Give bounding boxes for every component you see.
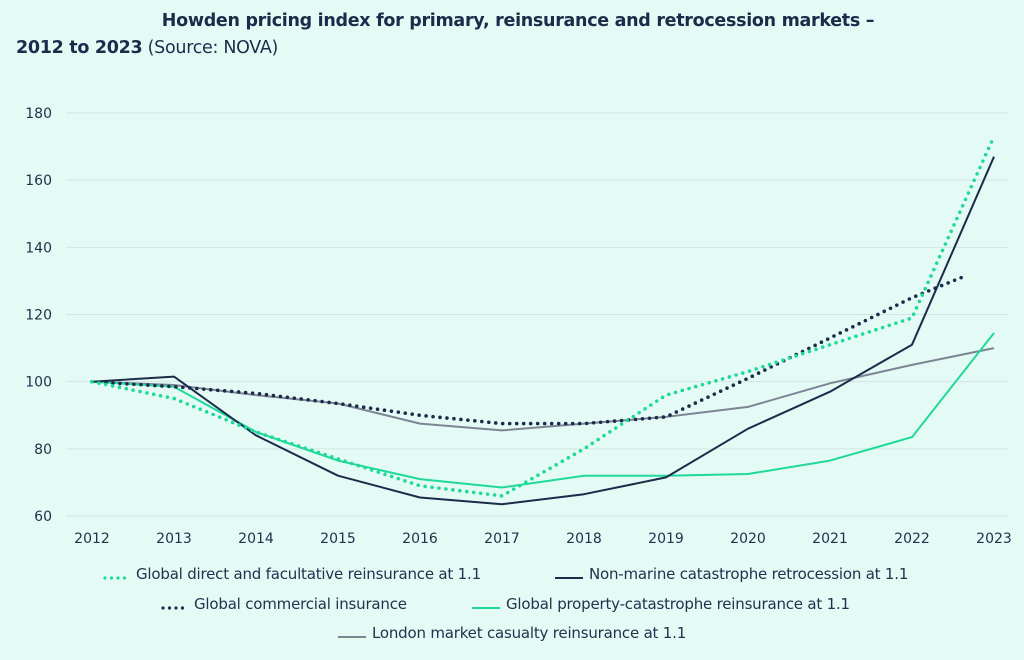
chart-title: Howden pricing index for primary, reinsu… (0, 8, 1024, 62)
legend-swatch-solid-green (472, 599, 500, 609)
legend-swatch-solid-gray (338, 628, 366, 638)
y-tick-label: 120 (25, 308, 52, 324)
legend-label: Global property-catastrophe reinsurance … (506, 595, 850, 613)
legend-item-global-property-cat: Global property-catastrophe reinsurance … (472, 595, 850, 613)
chart-title-line2: 2012 to 2023 (Source: NOVA) (0, 35, 1024, 62)
series-line-non-marine-catastrophe-retrocession-at-1-1 (91, 156, 995, 506)
y-tick-label: 60 (34, 509, 52, 525)
x-tick-label: 2018 (566, 531, 602, 547)
legend-label: Global commercial insurance (194, 595, 407, 613)
y-tick-label: 80 (34, 442, 52, 458)
legend-label: London market casualty reinsurance at 1.… (372, 624, 687, 642)
x-tick-label: 2023 (976, 531, 1012, 547)
series-line-global-direct-and-facultative-reinsurance-at-1-1 (90, 134, 996, 498)
x-tick-label: 2019 (648, 531, 684, 547)
y-tick-label: 180 (25, 106, 52, 122)
x-tick-label: 2012 (74, 531, 110, 547)
series-lines (90, 134, 996, 506)
series-line-global-property-catastrophe-reinsurance-at-1-1 (91, 332, 995, 489)
y-tick-label: 140 (25, 240, 52, 256)
chart-title-period: 2012 to 2023 (16, 38, 143, 58)
series-line-global-commercial-insurance (90, 275, 964, 426)
legend-label: Global direct and facultative reinsuranc… (136, 565, 481, 583)
chart-title-source: (Source: NOVA) (147, 38, 279, 58)
y-tick-label: 100 (25, 375, 52, 391)
x-axis-ticks: 2012 2013 2014 2015 2016 2017 2018 2019 2020 2021… (74, 531, 1012, 547)
x-tick-label: 2021 (812, 531, 848, 547)
legend-item-non-marine-retro: Non-marine catastrophe retrocession at 1… (555, 565, 908, 583)
legend-swatch-dotted-green (102, 569, 130, 580)
legend-swatch-dotted-navy (160, 599, 188, 610)
series-line-london-market-casualty-reinsurance-at-1-1 (91, 347, 995, 432)
legend-item-global-commercial: Global commercial insurance (160, 595, 407, 613)
x-tick-label: 2013 (156, 531, 192, 547)
x-tick-label: 2017 (484, 531, 520, 547)
x-tick-label: 2022 (894, 531, 930, 547)
y-tick-label: 160 (25, 173, 52, 189)
y-axis-ticks: 60 80 100 120 140 160 180 (25, 106, 52, 525)
x-tick-label: 2016 (402, 531, 438, 547)
legend-label: Non-marine catastrophe retrocession at 1… (589, 565, 909, 583)
legend-swatch-solid-navy (555, 569, 583, 579)
legend-item-global-direct-fac: Global direct and facultative reinsuranc… (102, 565, 481, 583)
gridlines (66, 112, 1008, 517)
x-tick-label: 2014 (238, 531, 274, 547)
chart-title-line1: Howden pricing index for primary, reinsu… (161, 11, 875, 31)
x-tick-label: 2015 (320, 531, 356, 547)
legend-item-london-casualty: London market casualty reinsurance at 1.… (338, 624, 686, 642)
x-tick-label: 2020 (730, 531, 766, 547)
